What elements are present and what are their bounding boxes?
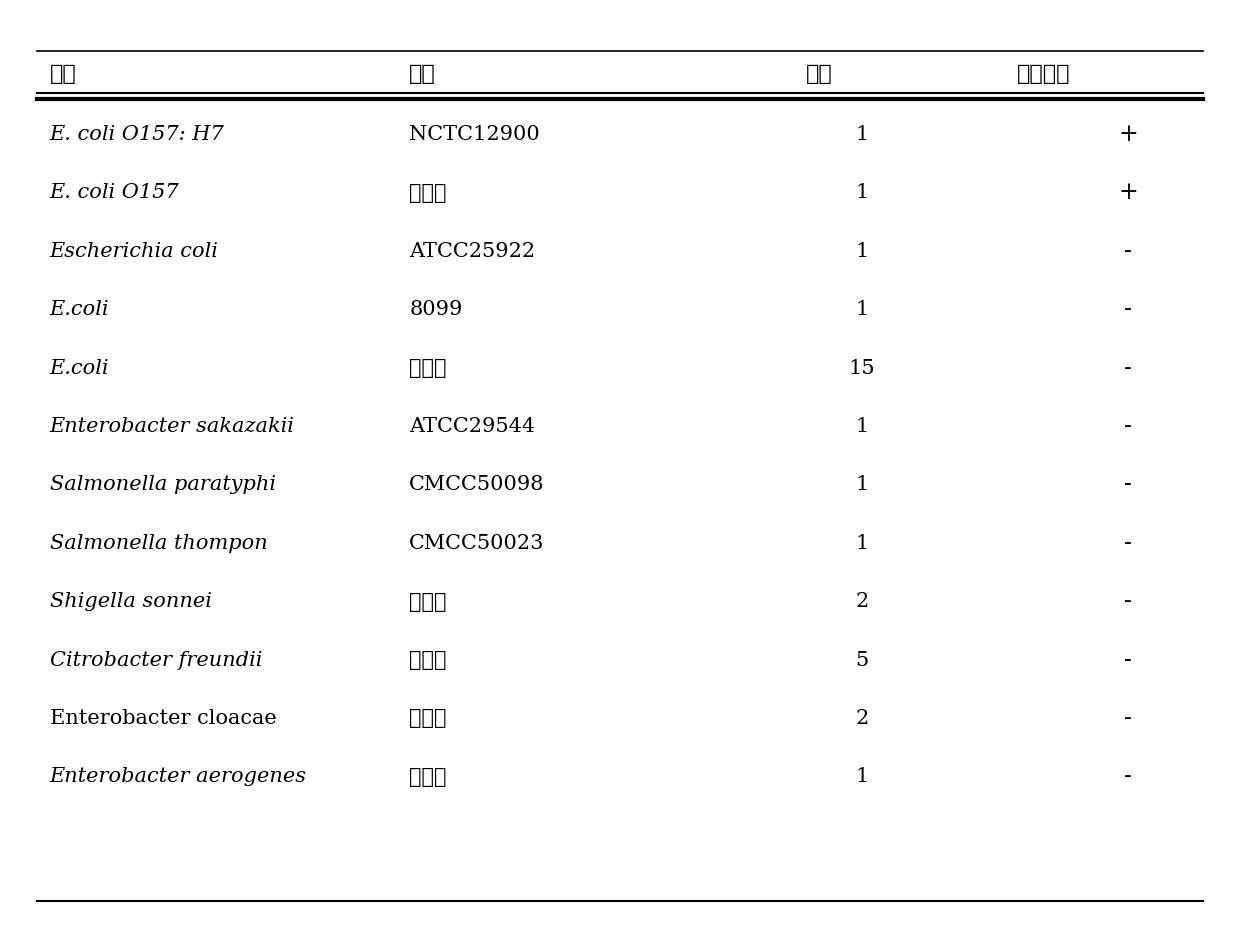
Text: 1: 1 bbox=[856, 300, 868, 319]
Text: 8099: 8099 bbox=[409, 300, 463, 319]
Text: 分离株: 分离株 bbox=[409, 650, 446, 670]
Text: E. coli O157: E. coli O157 bbox=[50, 184, 180, 202]
Text: 来源: 来源 bbox=[409, 64, 436, 84]
Text: -: - bbox=[1125, 766, 1132, 788]
Text: -: - bbox=[1125, 649, 1132, 671]
Text: 分离株: 分离株 bbox=[409, 591, 446, 612]
Text: -: - bbox=[1125, 240, 1132, 262]
Text: 1: 1 bbox=[856, 768, 868, 786]
Text: 2: 2 bbox=[856, 592, 868, 611]
Text: ATCC25922: ATCC25922 bbox=[409, 242, 536, 260]
Text: 分离株: 分离株 bbox=[409, 183, 446, 203]
Text: -: - bbox=[1125, 357, 1132, 379]
Text: Enterobacter cloacae: Enterobacter cloacae bbox=[50, 709, 277, 728]
Text: 1: 1 bbox=[856, 534, 868, 552]
Text: 5: 5 bbox=[856, 651, 868, 669]
Text: E. coli O157: H7: E. coli O157: H7 bbox=[50, 125, 224, 144]
Text: -: - bbox=[1125, 590, 1132, 613]
Text: 1: 1 bbox=[856, 242, 868, 260]
Text: 分离株: 分离株 bbox=[409, 767, 446, 787]
Text: +: + bbox=[1118, 123, 1138, 146]
Text: CMCC50098: CMCC50098 bbox=[409, 476, 544, 494]
Text: -: - bbox=[1125, 415, 1132, 438]
Text: Salmonella thompon: Salmonella thompon bbox=[50, 534, 268, 552]
Text: E.coli: E.coli bbox=[50, 300, 109, 319]
Text: Shigella sonnei: Shigella sonnei bbox=[50, 592, 212, 611]
Text: 菌株: 菌株 bbox=[50, 64, 77, 84]
Text: 15: 15 bbox=[848, 359, 875, 377]
Text: Citrobacter freundii: Citrobacter freundii bbox=[50, 651, 262, 669]
Text: 2: 2 bbox=[856, 709, 868, 728]
Text: Enterobacter sakazakii: Enterobacter sakazakii bbox=[50, 417, 294, 436]
Text: 分离株: 分离株 bbox=[409, 708, 446, 729]
Text: Salmonella paratyphi: Salmonella paratyphi bbox=[50, 476, 275, 494]
Text: 1: 1 bbox=[856, 476, 868, 494]
Text: ATCC29544: ATCC29544 bbox=[409, 417, 536, 436]
Text: 分离株: 分离株 bbox=[409, 358, 446, 378]
Text: 1: 1 bbox=[856, 125, 868, 144]
Text: 数量: 数量 bbox=[806, 64, 833, 84]
Text: -: - bbox=[1125, 298, 1132, 321]
Text: +: + bbox=[1118, 182, 1138, 204]
Text: -: - bbox=[1125, 474, 1132, 496]
Text: 1: 1 bbox=[856, 184, 868, 202]
Text: Enterobacter aerogenes: Enterobacter aerogenes bbox=[50, 768, 306, 786]
Text: -: - bbox=[1125, 707, 1132, 730]
Text: E.coli: E.coli bbox=[50, 359, 109, 377]
Text: CMCC50023: CMCC50023 bbox=[409, 534, 544, 552]
Text: 1: 1 bbox=[856, 417, 868, 436]
Text: NCTC12900: NCTC12900 bbox=[409, 125, 539, 144]
Text: 检测结果: 检测结果 bbox=[1017, 64, 1070, 84]
Text: Escherichia coli: Escherichia coli bbox=[50, 242, 218, 260]
Text: -: - bbox=[1125, 532, 1132, 554]
